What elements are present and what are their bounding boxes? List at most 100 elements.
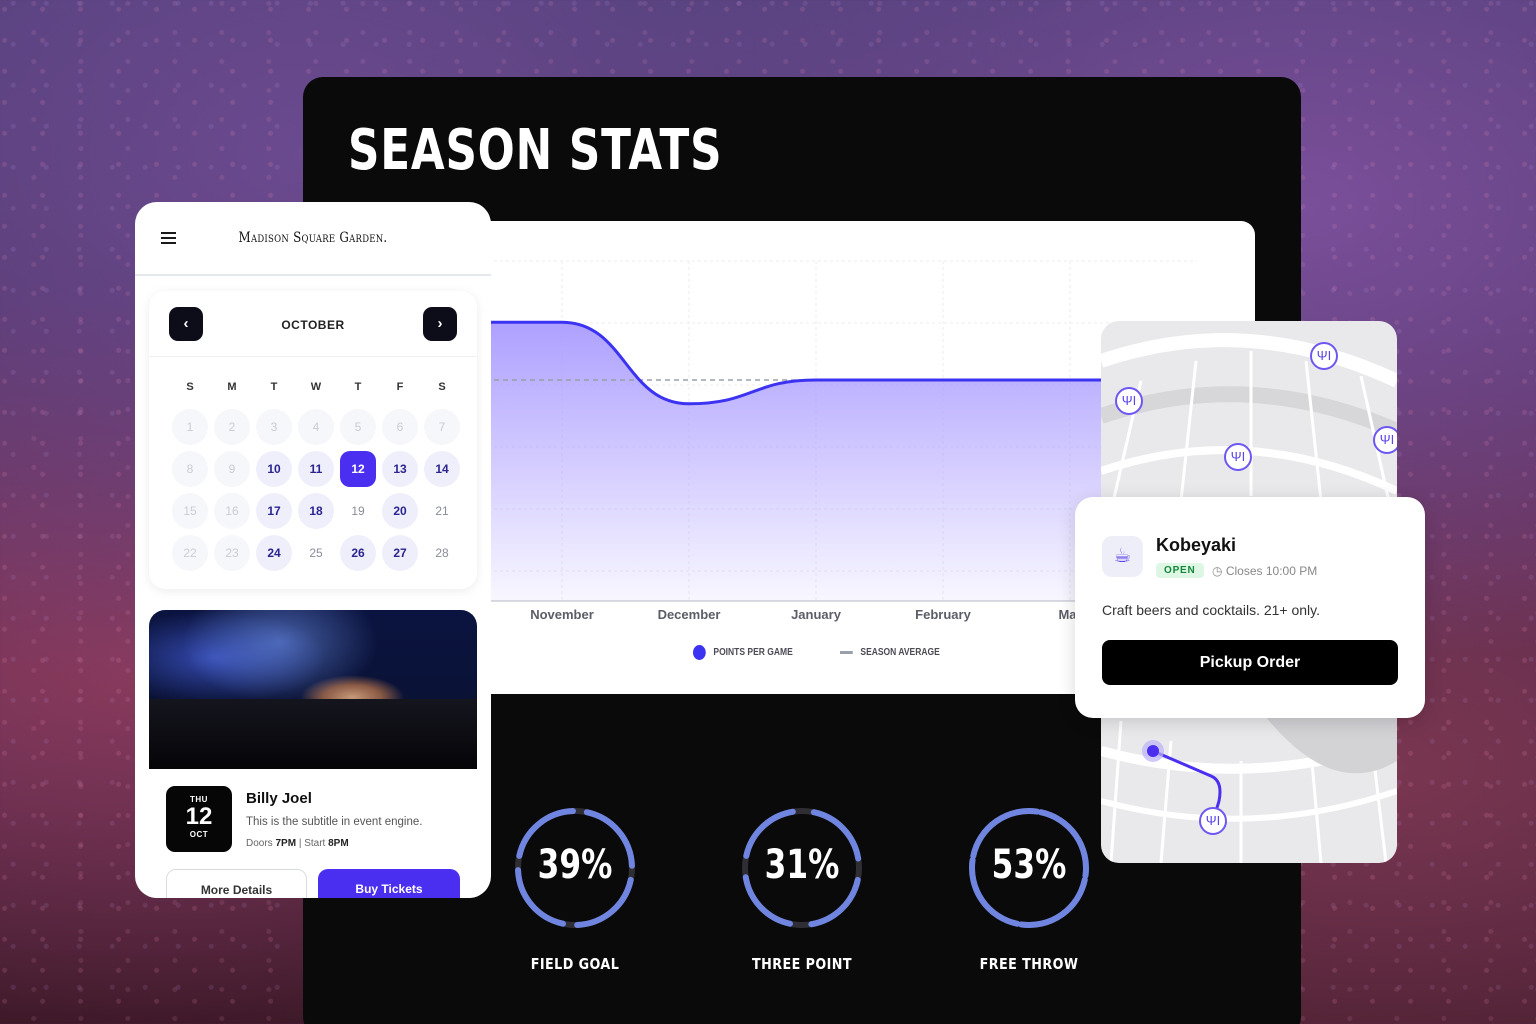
calendar-grid: 1 2 3 4 5 6 7 8 9 10 11 12 13 14 15 16 17 18 19 20 21 22 23 24 2… [169, 409, 463, 577]
weekday-label: T [354, 381, 362, 393]
calendar-day: 4 [298, 409, 334, 445]
calendar-day: 19 [351, 504, 365, 518]
piano-shape [149, 699, 477, 769]
calendar-day: 5 [340, 409, 376, 445]
event-subtitle: This is the subtitle in event engine. [246, 816, 423, 828]
calendar-day[interactable]: 20 [382, 493, 418, 529]
gauge-ring [969, 808, 1089, 928]
prev-month-button[interactable]: ‹ [169, 307, 203, 341]
restaurant-pin-3[interactable]: ΨΙ [1224, 443, 1252, 471]
event-times: Doors 7PM | Start 8PM [246, 838, 349, 849]
event-date-block: THU 12 OCT [166, 786, 232, 852]
gauge-free-throw: 53% [967, 806, 1091, 930]
hamburger-menu-icon[interactable] [161, 232, 176, 244]
gauge-three-point: 31% [740, 806, 864, 930]
calendar-day[interactable]: 24 [256, 535, 292, 571]
gauge-label-three-point: THREE POINT [751, 955, 853, 973]
calendar-day[interactable]: 13 [382, 451, 418, 487]
gauge-value: 53% [991, 842, 1067, 888]
vendor-description: Craft beers and cocktails. 21+ only. [1102, 602, 1321, 618]
restaurant-pin-5[interactable]: ΨΙ [1199, 807, 1227, 835]
calendar-day: 9 [214, 451, 250, 487]
gauge-value: 39% [537, 842, 613, 888]
restaurant-pin-4[interactable]: ΨΙ [1373, 426, 1397, 454]
gauge-label-field-goal: FIELD GOAL [530, 955, 620, 973]
legend-season-average[interactable]: SEASON AVERAGE [840, 647, 940, 658]
status-badge: OPEN [1156, 563, 1204, 578]
more-details-button[interactable]: More Details [166, 869, 307, 898]
weekday-label: S [438, 381, 446, 393]
points-chart-svg: November December January February Mar [440, 260, 1255, 622]
calendar-day[interactable]: 14 [424, 451, 460, 487]
legend-points-per-game[interactable]: POINTS PER GAME [693, 645, 793, 660]
buy-tickets-button[interactable]: Buy Tickets [318, 869, 460, 898]
doors-time: 7PM [275, 838, 297, 849]
calendar-day: 3 [256, 409, 292, 445]
calendar-day: 1 [172, 409, 208, 445]
calendar-day[interactable]: 17 [256, 493, 292, 529]
weekday-label: T [270, 381, 278, 393]
x-tick-label: February [915, 607, 971, 622]
restaurant-pin-1[interactable]: ΨΙ [1310, 342, 1338, 370]
vendor-card: ☕ Kobeyaki OPEN ◷ Closes 10:00 PM Craft … [1075, 497, 1425, 718]
x-tick-label: November [530, 607, 594, 622]
divider: | [298, 838, 305, 849]
venue-logo: Madison Square Garden. [238, 230, 388, 246]
restaurant-pin-2[interactable]: ΨΙ [1115, 387, 1143, 415]
calendar-day: 16 [214, 493, 250, 529]
start-label: Start [304, 838, 326, 849]
calendar-day[interactable]: 27 [382, 535, 418, 571]
x-tick-label: December [658, 607, 721, 622]
vendor-hours: ◷ Closes 10:00 PM [1212, 564, 1317, 578]
points-area [440, 322, 1255, 601]
event-title: Billy Joel [246, 790, 312, 807]
calendar-day[interactable]: 11 [298, 451, 334, 487]
gauge-ring [515, 808, 635, 928]
event-card[interactable]: THU 12 OCT Billy Joel This is the subtit… [149, 610, 477, 898]
legend-average-label: SEASON AVERAGE [860, 647, 941, 658]
gauge-ring [742, 808, 862, 928]
legend-points-swatch [693, 645, 706, 660]
app-header: Madison Square Garden. [135, 202, 491, 276]
pickup-order-button[interactable]: Pickup Order [1102, 640, 1398, 685]
x-tick-label: January [791, 607, 842, 622]
calendar-day: 28 [435, 546, 449, 560]
gauge-track [742, 808, 862, 928]
calendar-day: 23 [214, 535, 250, 571]
next-month-button[interactable]: › [423, 307, 457, 341]
calendar-day: 2 [214, 409, 250, 445]
clock-icon: ◷ [1212, 564, 1223, 578]
calendar-day[interactable]: 26 [340, 535, 376, 571]
event-dow: THU [190, 795, 208, 804]
vendor-name: Kobeyaki [1156, 535, 1237, 555]
weekday-label: W [310, 381, 322, 393]
calendar-day[interactable]: 18 [298, 493, 334, 529]
season-stats-title: SEASON STATS [348, 118, 723, 183]
calendar-day: 6 [382, 409, 418, 445]
calendar-day: 21 [435, 504, 449, 518]
legend-points-label: POINTS PER GAME [713, 647, 793, 658]
gauge-arc [742, 808, 862, 928]
calendar-day: 8 [172, 451, 208, 487]
weekday-label: F [396, 381, 404, 393]
legend-average-swatch [840, 651, 854, 654]
calendar-day: 7 [424, 409, 460, 445]
gauge-field-goal: 39% [513, 806, 637, 930]
calendar-day: 15 [172, 493, 208, 529]
event-day: 12 [185, 803, 213, 830]
gauge-arc [969, 808, 1089, 928]
event-photo [149, 610, 477, 769]
calendar-day[interactable]: 12 [340, 451, 376, 487]
calendar-day: 25 [309, 546, 323, 560]
doors-label: Doors [246, 838, 273, 849]
calendar-month: OCTOBER [281, 318, 345, 332]
gauge-label-free-throw: FREE THROW [979, 955, 1079, 973]
calendar-day[interactable]: 10 [256, 451, 292, 487]
calendar-day: 22 [172, 535, 208, 571]
weekday-label: S [186, 381, 194, 393]
calendar-header: ‹ OCTOBER › [149, 291, 477, 357]
gauge-arc [515, 808, 635, 928]
start-time: 8PM [328, 838, 349, 849]
coffee-cup-icon: ☕ [1102, 536, 1143, 577]
